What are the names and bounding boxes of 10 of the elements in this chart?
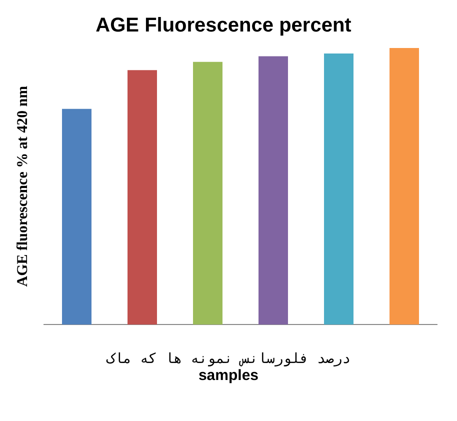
bar: [62, 108, 92, 325]
x-axis-title: samples: [197, 367, 260, 384]
bar: [324, 54, 354, 325]
bar: [193, 62, 222, 325]
text: درصد فلورسانس نمونه ها که ماک: [105, 351, 352, 367]
bar: [128, 70, 157, 325]
y-axis-title: AGE fluorescence % at 420 nm: [14, 85, 31, 287]
bar: [390, 48, 419, 325]
bar: [258, 56, 288, 325]
chart-title: AGE Fluorescence percent: [96, 14, 352, 37]
